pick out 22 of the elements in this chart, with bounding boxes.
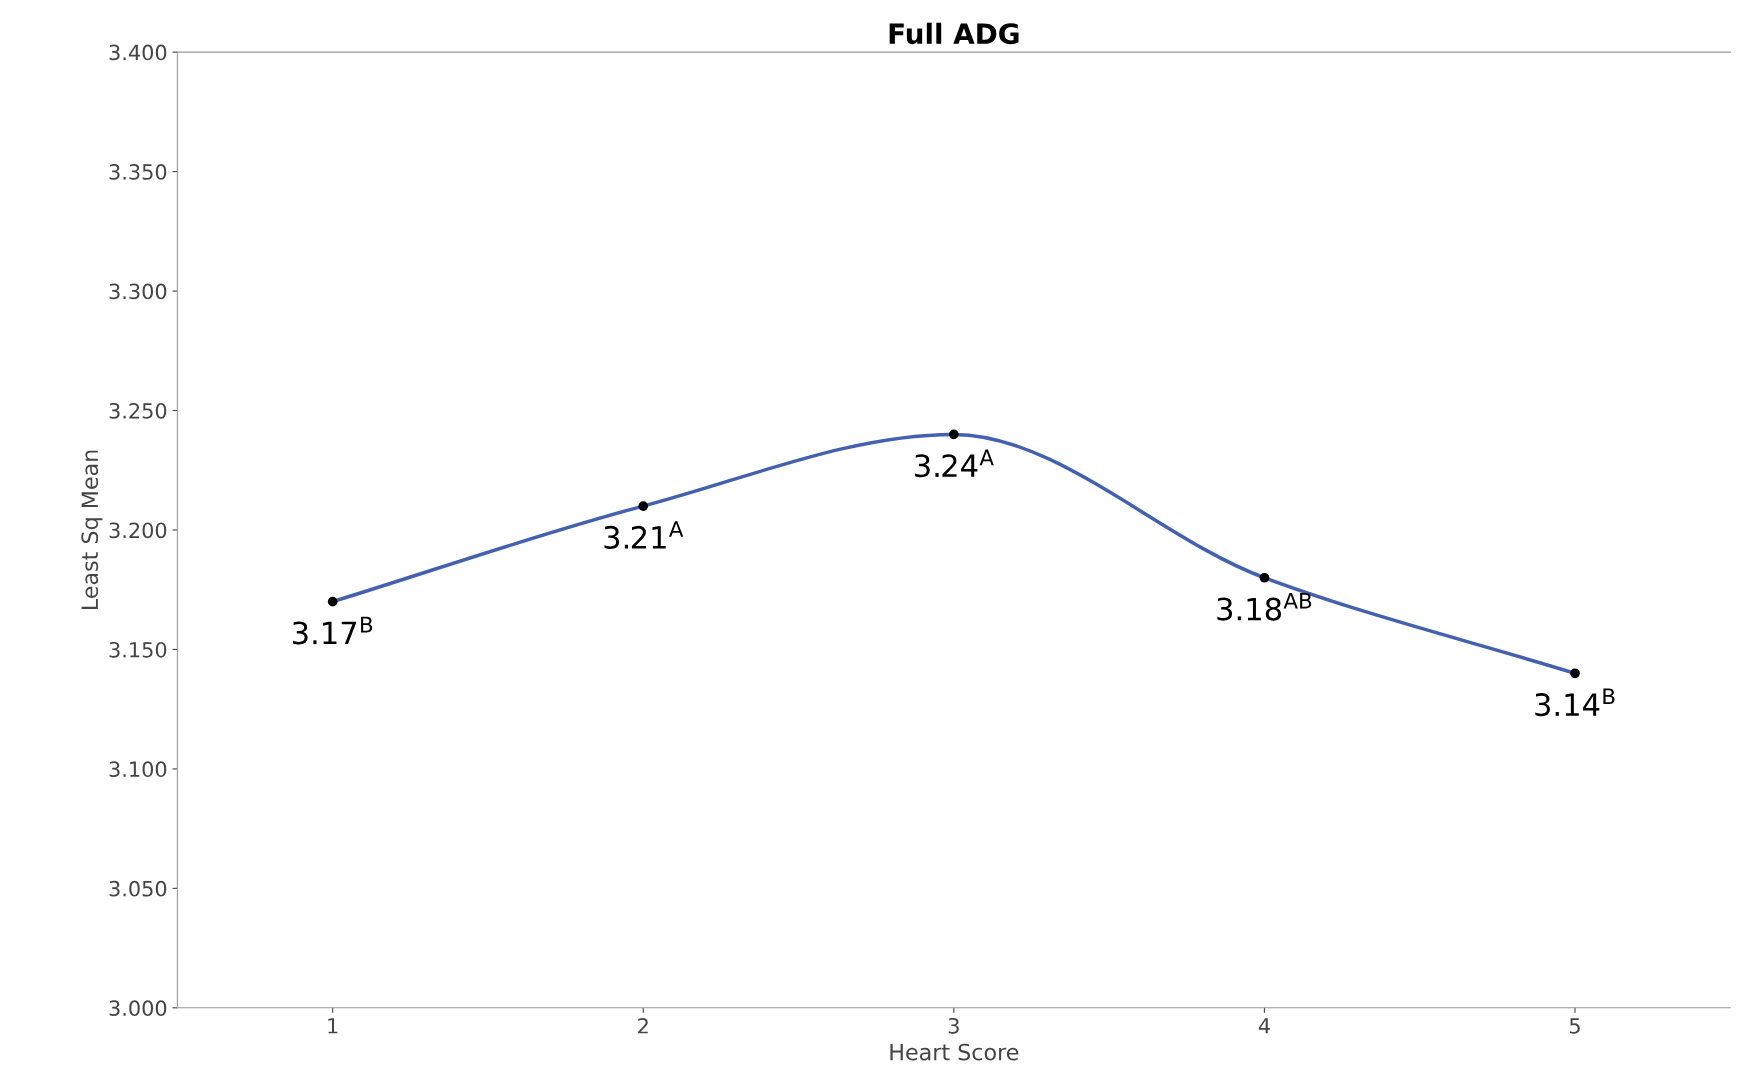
y-tick-label: 3.050 — [109, 880, 167, 897]
data-label: 3.17$^{B}$ — [292, 616, 373, 645]
y-tick-label: 3.100 — [109, 761, 167, 778]
y-tick-label: 3.400 — [109, 44, 167, 61]
data-label: 3.14$^{B}$ — [1535, 688, 1615, 717]
y-tick-label: 3.200 — [109, 522, 167, 539]
data-label: 3.24$^{A}$ — [915, 449, 994, 478]
x-tick-label: 4 — [1258, 1018, 1270, 1034]
x-axis-title: Heart Score — [890, 1043, 1019, 1061]
x-tick-label: 3 — [948, 1017, 959, 1034]
x-tick-label: 5 — [1569, 1018, 1580, 1034]
x-tick-label: 1 — [328, 1018, 338, 1034]
chart-title: Full ADG — [889, 22, 1019, 45]
y-tick-label: 3.000 — [109, 1000, 167, 1017]
y-tick-label: 3.250 — [109, 402, 167, 419]
y-tick-label: 3.150 — [109, 641, 167, 658]
y-tick-label: 3.300 — [109, 283, 167, 300]
y-axis-title: Least Sq Mean — [81, 450, 103, 610]
data-label: 3.18$^{AB}$ — [1217, 592, 1312, 621]
y-tick-label: 3.350 — [109, 164, 167, 180]
data-label: 3.21$^{A}$ — [604, 521, 684, 549]
x-tick-label: 2 — [638, 1017, 648, 1034]
